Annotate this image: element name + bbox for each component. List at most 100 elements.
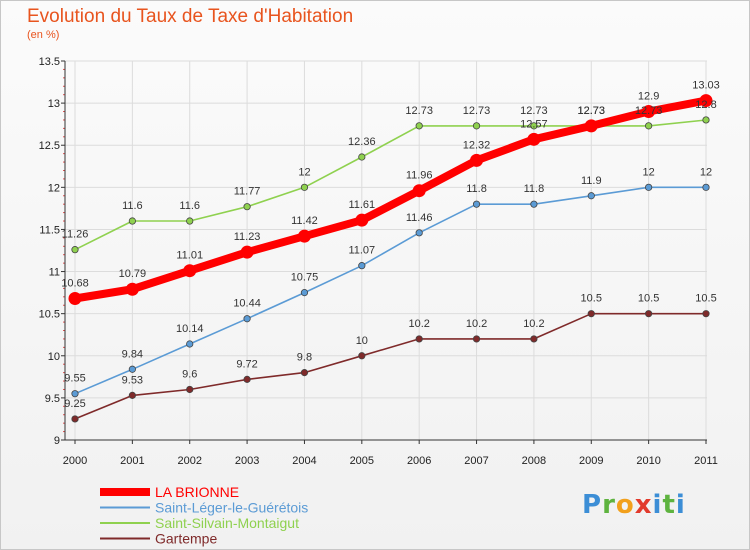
y-tick-label: 13 <box>48 98 60 110</box>
data-label: 12.9 <box>638 91 659 103</box>
data-point <box>527 132 541 146</box>
legend-label: Saint-Silvain-Montaigut <box>155 515 299 531</box>
data-label: 11.42 <box>291 215 318 227</box>
y-tick-label: 12.5 <box>39 140 60 152</box>
data-point <box>128 391 136 399</box>
data-label: 9.53 <box>122 374 143 386</box>
data-point <box>472 122 481 130</box>
y-tick-label: 11.5 <box>39 224 60 236</box>
data-point <box>297 229 311 243</box>
data-label: 10.5 <box>581 293 602 305</box>
data-label: 11.6 <box>122 200 143 212</box>
data-label: 10.14 <box>176 323 204 335</box>
data-point <box>355 213 369 227</box>
data-label: 12.32 <box>463 139 491 151</box>
data-label: 9.72 <box>236 358 257 370</box>
data-label: 12 <box>298 166 310 178</box>
chart-title: Evolution du Taux de Taxe d'Habitation <box>27 6 354 27</box>
y-tick-label: 12 <box>48 182 60 194</box>
data-point <box>186 340 194 348</box>
data-point <box>470 153 484 167</box>
data-point <box>472 335 481 343</box>
data-point <box>699 94 713 108</box>
data-label: 12 <box>700 166 712 178</box>
data-label: 9.25 <box>64 398 85 410</box>
data-label: 11.07 <box>348 245 375 257</box>
data-point <box>530 122 538 130</box>
data-point <box>128 217 136 225</box>
data-labels: 9.25 9.53 9.6 9.72 9.8 10 10.2 10.2 10.2 10.5 10.5… <box>61 80 720 410</box>
legend-label: Saint-Léger-le-Guérétois <box>155 500 308 516</box>
x-tick-label: 2001 <box>120 455 144 467</box>
data-point <box>642 105 656 119</box>
data-point <box>240 245 254 259</box>
data-point <box>645 310 653 318</box>
data-label: 12.73 <box>578 105 606 117</box>
data-label: 11.9 <box>581 175 602 187</box>
data-point <box>300 369 309 377</box>
data-label: 11.8 <box>466 183 487 195</box>
grid <box>65 60 707 441</box>
x-tick-label: 2007 <box>464 455 488 467</box>
data-label: 10.75 <box>291 272 319 284</box>
data-label: 11.01 <box>176 250 203 262</box>
data-label: 10.44 <box>233 298 261 310</box>
data-point <box>415 122 423 130</box>
data-point <box>645 122 653 130</box>
unit-label: (en %) <box>27 29 60 41</box>
data-point <box>412 184 426 198</box>
data-label: 11.61 <box>348 199 375 211</box>
data-point <box>71 415 79 423</box>
data-point <box>300 183 309 191</box>
data-label: 11.8 <box>524 183 545 195</box>
x-tick-label: 2005 <box>350 455 374 467</box>
data-point <box>300 289 309 297</box>
data-point <box>702 116 710 124</box>
data-label: 12.73 <box>578 105 606 117</box>
series-line <box>74 96 707 303</box>
legend: LA BRIONNESaint-Léger-le-GuérétoisSaint-… <box>100 484 308 547</box>
data-label: 9.6 <box>182 368 197 380</box>
data-label: 12.73 <box>520 105 548 117</box>
data-label: 10.2 <box>523 318 544 330</box>
data-point <box>71 246 79 254</box>
y-tick-label: 10 <box>48 351 60 363</box>
data-label: 10.2 <box>466 318 487 330</box>
data-point <box>702 310 710 318</box>
data-label: 10.5 <box>695 293 716 305</box>
x-tick-label: 2003 <box>235 455 259 467</box>
data-point <box>186 217 194 225</box>
data-point <box>128 365 136 373</box>
data-label: 12.57 <box>520 118 548 130</box>
series-line <box>74 119 707 251</box>
data-point <box>68 292 82 306</box>
data-label: 12 <box>643 166 655 178</box>
proxiti-logo: Proxiti <box>582 490 686 520</box>
data-point <box>530 200 538 208</box>
series-line <box>74 312 706 420</box>
data-point <box>702 183 710 191</box>
x-tick-label: 2000 <box>63 455 87 467</box>
legend-label: LA BRIONNE <box>155 484 239 500</box>
data-label: 10 <box>356 335 368 347</box>
y-tick-label: 9.5 <box>45 393 60 405</box>
data-point <box>415 229 423 237</box>
data-point <box>186 385 194 394</box>
data-label: 9.8 <box>297 352 312 364</box>
data-point <box>587 310 595 318</box>
series-layer <box>68 94 713 423</box>
data-point <box>125 282 139 296</box>
data-point <box>415 335 423 343</box>
data-point <box>584 119 598 133</box>
data-label: 10.79 <box>119 268 147 280</box>
data-point <box>358 153 366 161</box>
data-label: 9.55 <box>64 373 85 385</box>
data-point <box>358 262 366 270</box>
data-label: 13.03 <box>692 80 720 92</box>
data-point <box>243 203 251 211</box>
data-point <box>243 315 251 323</box>
data-label: 11.96 <box>406 170 433 182</box>
data-label: 10.2 <box>408 318 429 330</box>
